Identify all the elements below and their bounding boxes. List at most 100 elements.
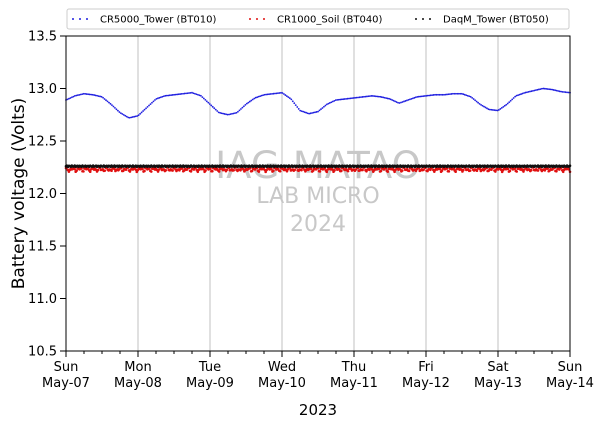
data-point — [478, 103, 481, 105]
data-point — [82, 170, 85, 173]
data-point — [468, 169, 472, 172]
data-point — [409, 98, 411, 101]
data-point — [354, 168, 358, 171]
data-point — [265, 93, 268, 96]
data-point — [492, 109, 494, 111]
data-point — [314, 111, 316, 114]
data-point — [520, 93, 522, 95]
data-point — [447, 170, 451, 173]
data-point — [426, 94, 429, 97]
legend: CR5000_Tower (BT010) CR1000_Soil (BT040) D… — [66, 8, 570, 30]
data-point — [272, 169, 275, 173]
data-point — [348, 97, 351, 100]
data-point — [428, 94, 431, 97]
y-tick-label: 10.5 — [28, 345, 57, 360]
data-point — [360, 96, 362, 99]
data-point — [139, 112, 142, 115]
data-point — [141, 167, 144, 171]
data-point — [223, 113, 226, 115]
y-tick-label: 13.0 — [28, 82, 57, 97]
data-point — [302, 110, 305, 113]
data-point — [82, 92, 85, 95]
data-point — [373, 95, 376, 98]
data-point — [560, 90, 563, 93]
data-point — [411, 97, 414, 100]
data-point — [242, 167, 245, 171]
data-point — [181, 167, 184, 170]
data-point — [453, 92, 456, 95]
legend-marker — [415, 18, 417, 20]
data-point — [377, 95, 380, 98]
data-point — [363, 95, 365, 98]
data-point — [91, 93, 94, 96]
data-point — [355, 96, 358, 99]
data-point — [244, 103, 247, 106]
data-point — [401, 169, 404, 172]
data-point — [140, 111, 143, 114]
data-point — [393, 170, 396, 174]
data-point — [420, 95, 423, 98]
data-point — [189, 170, 193, 173]
data-point — [204, 99, 207, 101]
data-point — [446, 93, 448, 96]
data-point — [288, 97, 291, 100]
data-point — [382, 96, 385, 99]
data-point — [259, 95, 262, 98]
data-point — [148, 104, 150, 107]
data-point — [351, 97, 353, 100]
data-point — [563, 91, 565, 93]
data-point — [441, 93, 444, 96]
data-point — [127, 116, 130, 119]
data-point — [487, 108, 490, 111]
data-point — [518, 93, 521, 96]
data-point — [454, 92, 457, 95]
data-point — [535, 89, 537, 92]
data-point — [533, 89, 536, 92]
data-point — [340, 98, 343, 101]
y-tick-label: 11.0 — [28, 292, 57, 307]
data-point — [81, 93, 84, 96]
data-point — [306, 112, 309, 115]
data-point — [311, 112, 313, 114]
data-point — [515, 170, 518, 173]
legend-label: CR5000_Tower (BT010) — [100, 15, 216, 26]
data-point — [422, 95, 425, 98]
data-point — [281, 92, 284, 94]
data-point — [358, 96, 361, 99]
data-point — [343, 98, 346, 100]
data-point — [385, 97, 388, 100]
data-point — [494, 109, 497, 112]
data-point — [231, 112, 233, 115]
data-point — [555, 170, 558, 173]
data-point — [195, 93, 198, 96]
data-point — [494, 170, 497, 173]
data-point — [526, 91, 528, 94]
data-point — [194, 92, 196, 95]
y-axis: 10.5 11.0 11.5 12.0 12.5 13.0 13.5 — [28, 30, 66, 360]
data-point — [465, 94, 468, 97]
data-point — [463, 93, 466, 96]
x-tick-label-day: Sun — [558, 360, 583, 375]
data-point — [118, 168, 121, 171]
data-point — [546, 167, 550, 170]
x-tick-label-date: May-07 — [42, 376, 90, 391]
data-point — [202, 97, 205, 100]
x-tick-label-day: Fri — [418, 360, 434, 375]
data-point — [115, 108, 118, 111]
series-1 — [65, 87, 571, 119]
data-point — [503, 104, 506, 107]
data-point — [490, 168, 493, 171]
data-point — [414, 96, 417, 99]
data-point — [334, 99, 337, 102]
data-point — [204, 169, 207, 172]
data-point — [346, 169, 350, 173]
data-point — [325, 170, 329, 174]
data-point — [451, 92, 454, 95]
data-point — [524, 91, 527, 94]
data-point — [250, 99, 253, 102]
data-point — [251, 98, 254, 101]
data-point — [71, 96, 73, 99]
data-point — [78, 93, 81, 96]
data-point — [191, 91, 193, 94]
data-point — [202, 168, 205, 171]
